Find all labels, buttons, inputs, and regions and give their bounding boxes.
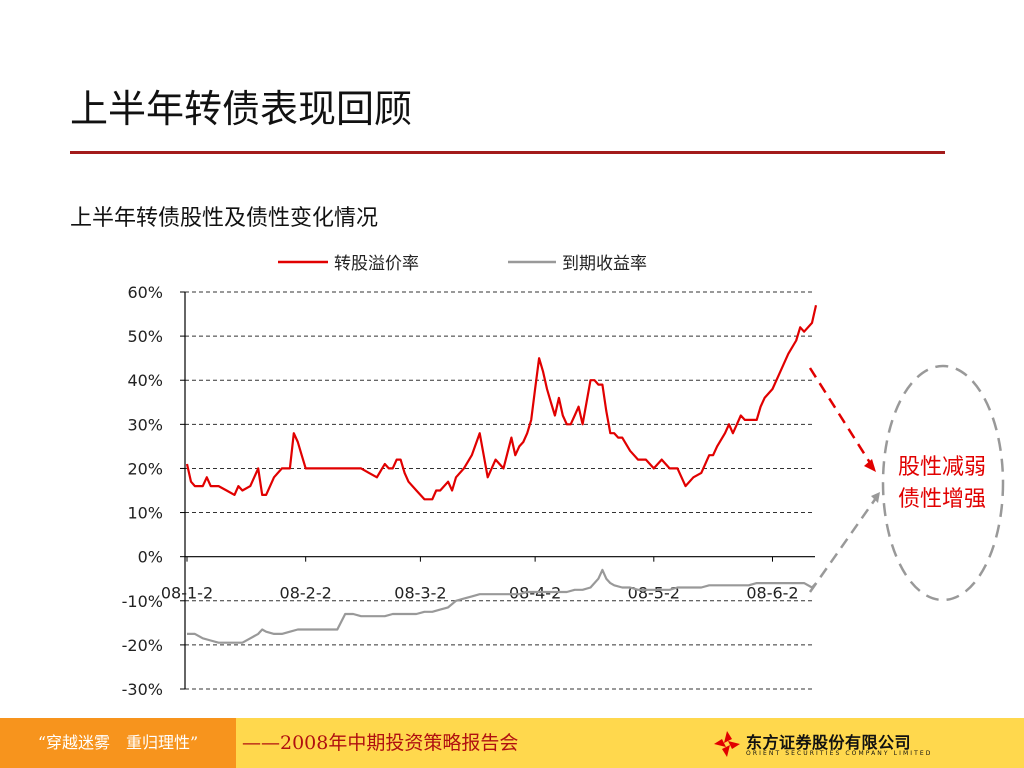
- x-axis-ticks: 08-1-2 08-2-2 08-3-2 08-4-2 08-5-2 08-6-2: [161, 556, 799, 603]
- y-tick-label: -30%: [122, 680, 163, 699]
- x-tick-label: 08-1-2: [161, 584, 213, 603]
- x-tick-label: 08-3-2: [394, 584, 446, 603]
- logo-company-name: 东方证券股份有限公司: [746, 733, 912, 752]
- y-tick-label: 30%: [127, 415, 163, 434]
- annotation-arrow-red: [808, 367, 874, 467]
- chart-series: [185, 304, 818, 644]
- y-tick-label: 40%: [127, 371, 163, 390]
- annotation-dashed-ellipse: [881, 364, 1005, 602]
- line-chart: 转股溢价率 到期收益率 60% 50% 40% 30% 20% 10% 0% -10% -20%…: [122, 254, 1005, 699]
- footer-motto: “穿越迷雾 重归理性”: [0, 718, 236, 768]
- annotation-arrowhead-red: [864, 459, 876, 472]
- annotation-arrow-gray: [808, 497, 878, 593]
- annotation-line-2: 债性增强: [897, 487, 986, 512]
- logo-company-name-en: ORIENT SECURITIES COMPANY LIMITED: [746, 750, 933, 757]
- company-logo: 东方证券股份有限公司 ORIENT SECURITIES COMPANY LIM…: [712, 727, 952, 761]
- y-axis-ticks: 60% 50% 40% 30% 20% 10% 0% -10% -20% -30%: [122, 283, 186, 699]
- chart-grid: [185, 291, 815, 690]
- footer-slogan: ——2008年中期投资策略报告会: [242, 732, 519, 754]
- legend-label-ytm: 到期收益率: [562, 254, 647, 274]
- x-tick-label: 08-6-2: [746, 584, 798, 603]
- y-tick-label: -10%: [122, 592, 163, 611]
- footer-bar: “穿越迷雾 重归理性” ——2008年中期投资策略报告会 东方证券股份有限公司 …: [0, 718, 1024, 768]
- annotation-callout: [808, 364, 1005, 602]
- annotation-text: 股性减弱 债性增强: [880, 452, 1004, 516]
- x-tick-label: 08-2-2: [280, 584, 332, 603]
- y-tick-label: 20%: [127, 459, 163, 478]
- annotation-line-1: 股性减弱: [897, 455, 986, 480]
- x-tick-label: 08-4-2: [509, 584, 561, 603]
- chart-legend: 转股溢价率 到期收益率: [278, 254, 647, 274]
- legend-label-premium: 转股溢价率: [334, 254, 419, 274]
- series-line-0: [185, 304, 818, 501]
- y-tick-label: 60%: [127, 283, 163, 302]
- y-tick-label: 10%: [127, 504, 163, 523]
- orient-logo-icon: [714, 731, 740, 757]
- x-tick-label: 08-5-2: [628, 584, 680, 603]
- series-line-1: [187, 568, 817, 644]
- annotation-arrowhead-gray: [871, 492, 880, 503]
- y-tick-label: 50%: [127, 327, 163, 346]
- slide-title: 上半年转债表现回顾: [70, 87, 413, 131]
- y-tick-label: 0%: [138, 548, 163, 567]
- chart-heading: 上半年转债股性及债性变化情况: [70, 206, 379, 231]
- y-tick-label: -20%: [122, 636, 163, 655]
- title-divider: [70, 151, 945, 154]
